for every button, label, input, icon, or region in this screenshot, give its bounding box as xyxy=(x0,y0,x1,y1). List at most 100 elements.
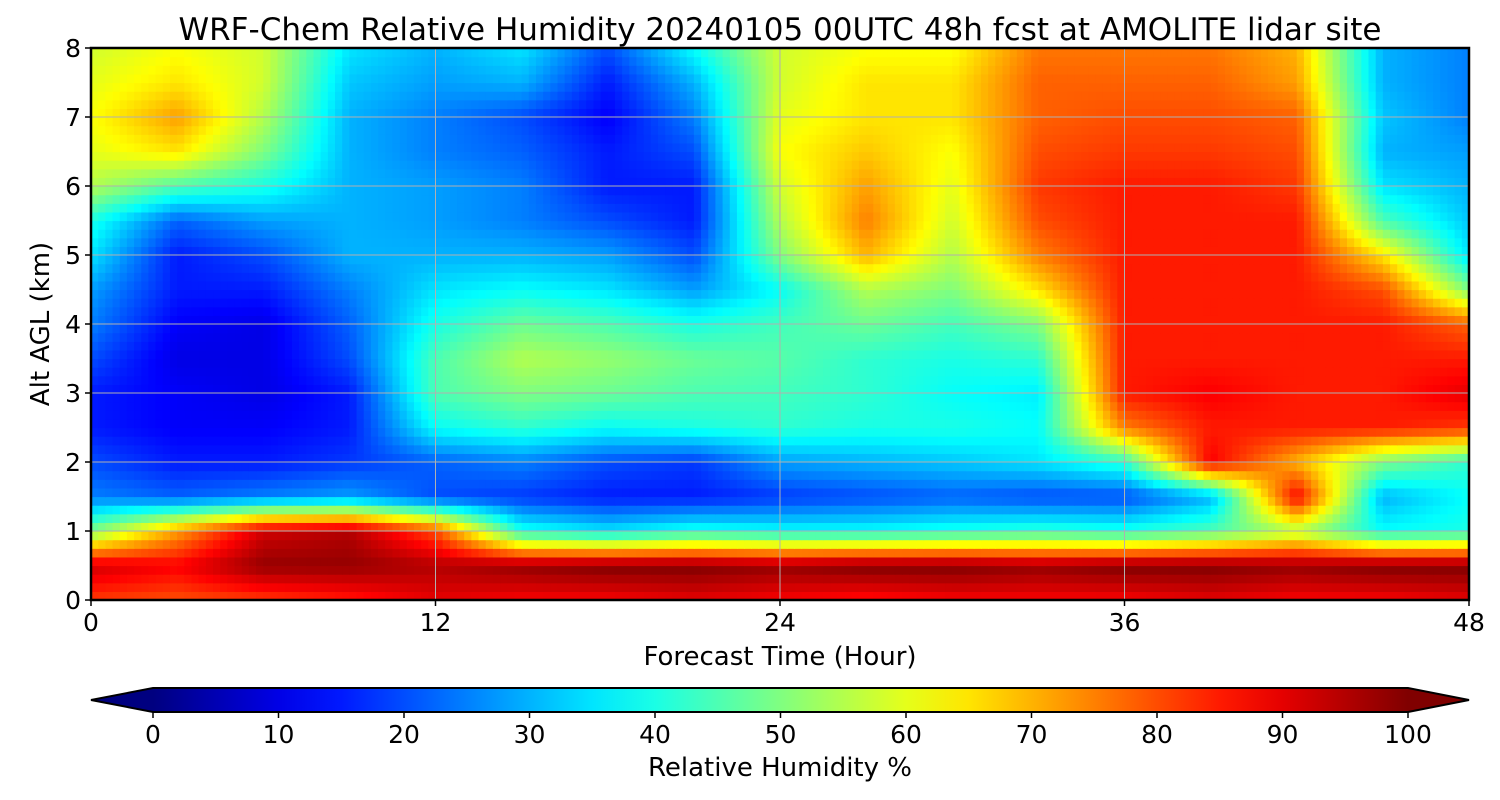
heatmap-cell xyxy=(1232,462,1240,472)
heatmap-cell xyxy=(808,565,817,575)
heatmap-cell xyxy=(521,505,530,515)
heatmap-cell xyxy=(564,505,573,515)
heatmap-cell xyxy=(1397,384,1406,394)
heatmap-cell xyxy=(894,565,903,575)
heatmap-cell xyxy=(715,548,724,558)
heatmap-cell xyxy=(492,522,501,532)
heatmap-cell xyxy=(758,522,767,532)
heatmap-cell xyxy=(1382,479,1391,489)
heatmap-cell xyxy=(772,487,781,498)
heatmap-cell xyxy=(1461,556,1469,567)
heatmap-cell xyxy=(550,453,559,463)
heatmap-cell xyxy=(1425,505,1434,515)
heatmap-cell xyxy=(1354,513,1362,523)
heatmap-cell xyxy=(148,522,157,532)
heatmap-cell xyxy=(815,436,824,446)
heatmap-cell xyxy=(349,539,358,549)
heatmap-cell xyxy=(837,487,846,498)
heatmap-cell xyxy=(579,462,587,472)
heatmap-cell xyxy=(1009,591,1018,600)
heatmap-cell xyxy=(191,505,200,515)
heatmap-cell xyxy=(1110,513,1118,523)
heatmap-cell xyxy=(528,375,537,385)
heatmap-cell xyxy=(593,410,602,420)
heatmap-cell xyxy=(363,531,372,541)
heatmap-cell xyxy=(256,401,264,411)
heatmap-cell xyxy=(169,418,178,429)
heatmap-cell xyxy=(1189,539,1197,549)
heatmap-cell xyxy=(1339,410,1348,420)
heatmap-cell xyxy=(514,574,523,584)
heatmap-cell xyxy=(1447,410,1456,420)
heatmap-cell xyxy=(873,574,882,584)
heatmap-cell xyxy=(780,565,788,575)
heatmap-cell xyxy=(478,393,487,403)
heatmap-cell xyxy=(665,470,673,480)
heatmap-cell xyxy=(1181,556,1190,567)
heatmap-cell xyxy=(1124,453,1133,463)
heatmap-cell xyxy=(1390,591,1398,600)
heatmap-cell xyxy=(808,436,817,446)
heatmap-cell xyxy=(1296,487,1305,498)
heatmap-cell xyxy=(665,375,673,385)
heatmap-cell xyxy=(535,513,544,523)
heatmap-cell xyxy=(887,556,896,567)
heatmap-cell xyxy=(1375,401,1384,411)
heatmap-cell xyxy=(622,470,630,480)
heatmap-cell xyxy=(1067,375,1075,385)
heatmap-cell xyxy=(1282,591,1291,600)
heatmap-cell xyxy=(701,556,709,567)
heatmap-cell xyxy=(471,591,480,600)
heatmap-cell xyxy=(1239,427,1248,437)
heatmap-cell xyxy=(1196,487,1205,498)
heatmap-cell xyxy=(607,479,616,489)
heatmap-cell xyxy=(126,548,135,558)
heatmap-cell xyxy=(579,548,587,558)
heatmap-cell xyxy=(1110,548,1118,558)
heatmap-cell xyxy=(744,505,752,515)
heatmap-cell xyxy=(1246,574,1255,584)
heatmap-cell xyxy=(665,539,673,549)
heatmap-cell xyxy=(1110,427,1118,437)
heatmap-cell xyxy=(780,444,788,454)
heatmap-cell xyxy=(363,582,372,592)
heatmap-cell xyxy=(320,505,329,515)
heatmap-cell xyxy=(643,418,652,429)
heatmap-cell xyxy=(1016,470,1025,480)
heatmap-cell xyxy=(1038,582,1047,592)
heatmap-cell xyxy=(1016,539,1025,549)
heatmap-cell xyxy=(1160,505,1169,515)
heatmap-cell xyxy=(220,531,228,541)
heatmap-cell xyxy=(1095,487,1104,498)
heatmap-cell xyxy=(205,401,214,411)
heatmap-cell xyxy=(600,539,609,549)
heatmap-cell xyxy=(866,505,874,515)
heatmap-cell xyxy=(1081,479,1090,489)
heatmap-cell xyxy=(980,427,989,437)
heatmap-cell xyxy=(1110,496,1118,506)
heatmap-cell xyxy=(105,470,114,480)
heatmap-cell xyxy=(1454,531,1463,541)
heatmap-cell xyxy=(1253,462,1262,472)
heatmap-cell xyxy=(794,539,803,549)
heatmap-cell xyxy=(701,444,709,454)
heatmap-cell xyxy=(579,375,587,385)
heatmap-cell xyxy=(1110,375,1118,385)
heatmap-cell xyxy=(306,401,315,411)
heatmap-cell xyxy=(227,548,236,558)
heatmap-cell xyxy=(851,401,860,411)
heatmap-cell xyxy=(887,565,896,575)
heatmap-cell xyxy=(399,574,408,584)
heatmap-cell xyxy=(916,453,925,463)
heatmap-cell xyxy=(378,539,386,549)
heatmap-cell xyxy=(1239,487,1248,498)
heatmap-cell xyxy=(1196,556,1205,567)
heatmap-cell xyxy=(1253,513,1262,523)
heatmap-cell xyxy=(1268,401,1276,411)
heatmap-cell xyxy=(1361,487,1370,498)
heatmap-cell xyxy=(421,401,429,411)
heatmap-cell xyxy=(751,574,760,584)
heatmap-cell xyxy=(1217,470,1226,480)
heatmap-cell xyxy=(873,487,882,498)
heatmap-cell xyxy=(1418,393,1427,403)
